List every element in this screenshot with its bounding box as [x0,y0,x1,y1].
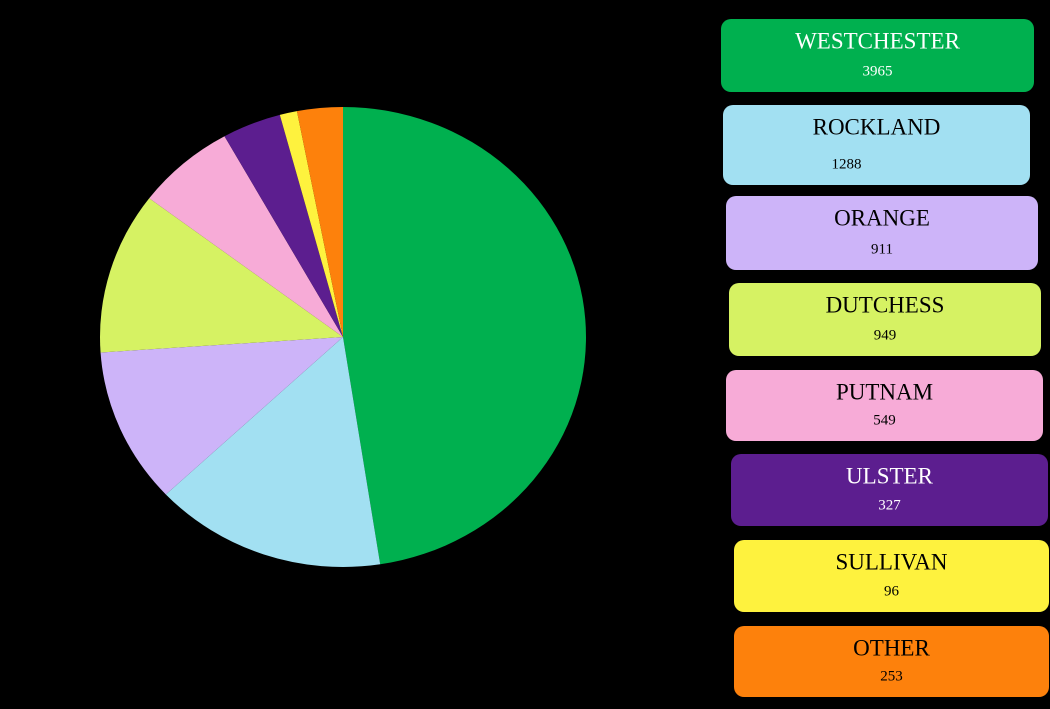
legend-label: DUTCHESS [826,292,945,317]
legend-label: WESTCHESTER [795,28,960,53]
legend-label: PUTNAM [836,379,933,404]
pie-slice [343,107,586,565]
legend-value: 327 [878,497,901,513]
legend-value: 549 [873,412,896,428]
legend-value: 96 [884,583,900,599]
legend-label: OTHER [853,635,930,660]
pie-slice [224,114,343,338]
legend-value: 911 [871,241,893,257]
pie-slice [279,111,343,337]
pie-slice [100,198,343,353]
legend-box [734,626,1049,697]
legend-box [726,196,1038,270]
legend-label: ULSTER [846,463,934,488]
legend-box [734,540,1049,612]
legend-box [731,454,1048,526]
legend-box [723,105,1030,185]
pie-slice [100,337,343,495]
legend-box [721,19,1034,92]
legend-value: 1288 [832,156,862,172]
pie-slice [149,136,343,337]
legend-value: 949 [874,327,897,343]
pie-slice [296,107,343,337]
legend-box [729,283,1041,356]
legend-label: ORANGE [834,205,930,230]
legend-label: SULLIVAN [835,549,947,574]
legend-value: 3965 [863,63,893,79]
legend-box [726,370,1043,441]
pie-slice [165,337,381,567]
legend-value: 253 [880,668,903,684]
legend-label: ROCKLAND [813,114,941,139]
